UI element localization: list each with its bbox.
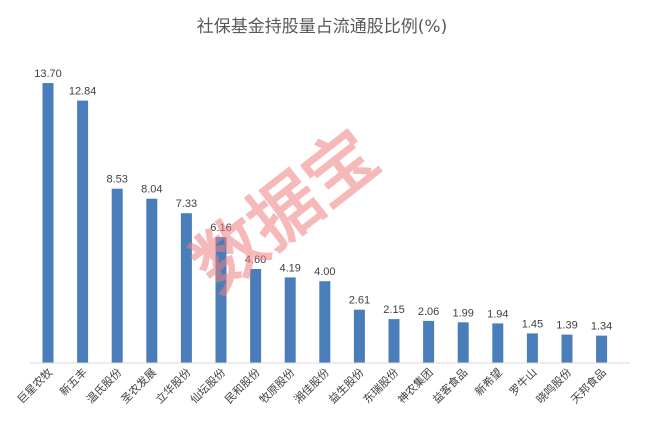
data-label: 4.19 bbox=[279, 262, 300, 274]
bar bbox=[423, 320, 435, 363]
category-label: 新希望 bbox=[472, 365, 505, 398]
bar bbox=[215, 237, 227, 363]
bar bbox=[284, 277, 296, 363]
data-label: 1.34 bbox=[591, 321, 612, 333]
bar bbox=[526, 333, 538, 363]
data-label: 7.33 bbox=[176, 198, 197, 210]
bar bbox=[492, 323, 504, 363]
bar bbox=[111, 188, 123, 363]
data-label: 4.00 bbox=[314, 266, 335, 278]
category-label: 益生股份 bbox=[326, 365, 367, 406]
value-labels-group: 13.70 12.84 8.53 8.04 7.33 6.16 4.60 4.19 4.00 2.… bbox=[34, 68, 612, 333]
data-label: 1.39 bbox=[556, 320, 577, 332]
bars-group bbox=[42, 83, 608, 363]
bar bbox=[353, 309, 365, 363]
category-label: 天邦食品 bbox=[568, 365, 609, 406]
data-label: 1.45 bbox=[522, 318, 543, 330]
data-label: 12.84 bbox=[69, 86, 97, 98]
bar bbox=[596, 335, 608, 363]
bar bbox=[42, 83, 54, 363]
category-label: 湘佳股份 bbox=[291, 365, 332, 406]
category-label: 新五丰 bbox=[56, 365, 89, 398]
category-label: 晓鸣股份 bbox=[533, 365, 574, 406]
category-label: 仙坛股份 bbox=[188, 366, 228, 406]
category-label: 圣农发展 bbox=[118, 365, 159, 406]
category-label: 温氏股份 bbox=[84, 366, 124, 406]
bar bbox=[561, 334, 573, 363]
data-label: 13.70 bbox=[34, 68, 62, 80]
data-label: 2.15 bbox=[383, 304, 404, 316]
data-label: 8.04 bbox=[141, 184, 162, 196]
bar bbox=[250, 269, 262, 363]
category-label: 牧原股份 bbox=[256, 365, 297, 406]
category-label: 巨星农牧 bbox=[14, 365, 55, 406]
bar bbox=[388, 319, 400, 363]
category-label: 益客食品 bbox=[429, 365, 470, 406]
bar bbox=[77, 100, 89, 363]
bar bbox=[146, 198, 158, 363]
bar bbox=[457, 322, 469, 363]
bar bbox=[180, 213, 192, 363]
data-label: 8.53 bbox=[106, 174, 127, 186]
bar bbox=[319, 281, 331, 363]
category-label: 东瑞股份 bbox=[360, 365, 401, 406]
category-label: 罗牛山 bbox=[506, 365, 539, 398]
category-labels-group: 巨星农牧 新五丰温氏股份圣农发展立华股份仙坛股份民和股份牧原股份湘佳股份益生股份东… bbox=[14, 365, 609, 406]
data-label: 1.94 bbox=[487, 308, 508, 320]
chart-title: 社保基金持股量占流通股比例(%) bbox=[197, 17, 447, 37]
data-label: 1.99 bbox=[452, 307, 473, 319]
data-label: 6.16 bbox=[210, 222, 231, 234]
category-label: 立华股份 bbox=[153, 365, 194, 406]
data-label: 2.61 bbox=[349, 295, 370, 307]
category-label: 神农集团 bbox=[395, 365, 436, 406]
category-label: 民和股份 bbox=[222, 366, 262, 406]
data-label: 2.06 bbox=[418, 306, 439, 318]
data-label: 4.60 bbox=[245, 254, 266, 266]
